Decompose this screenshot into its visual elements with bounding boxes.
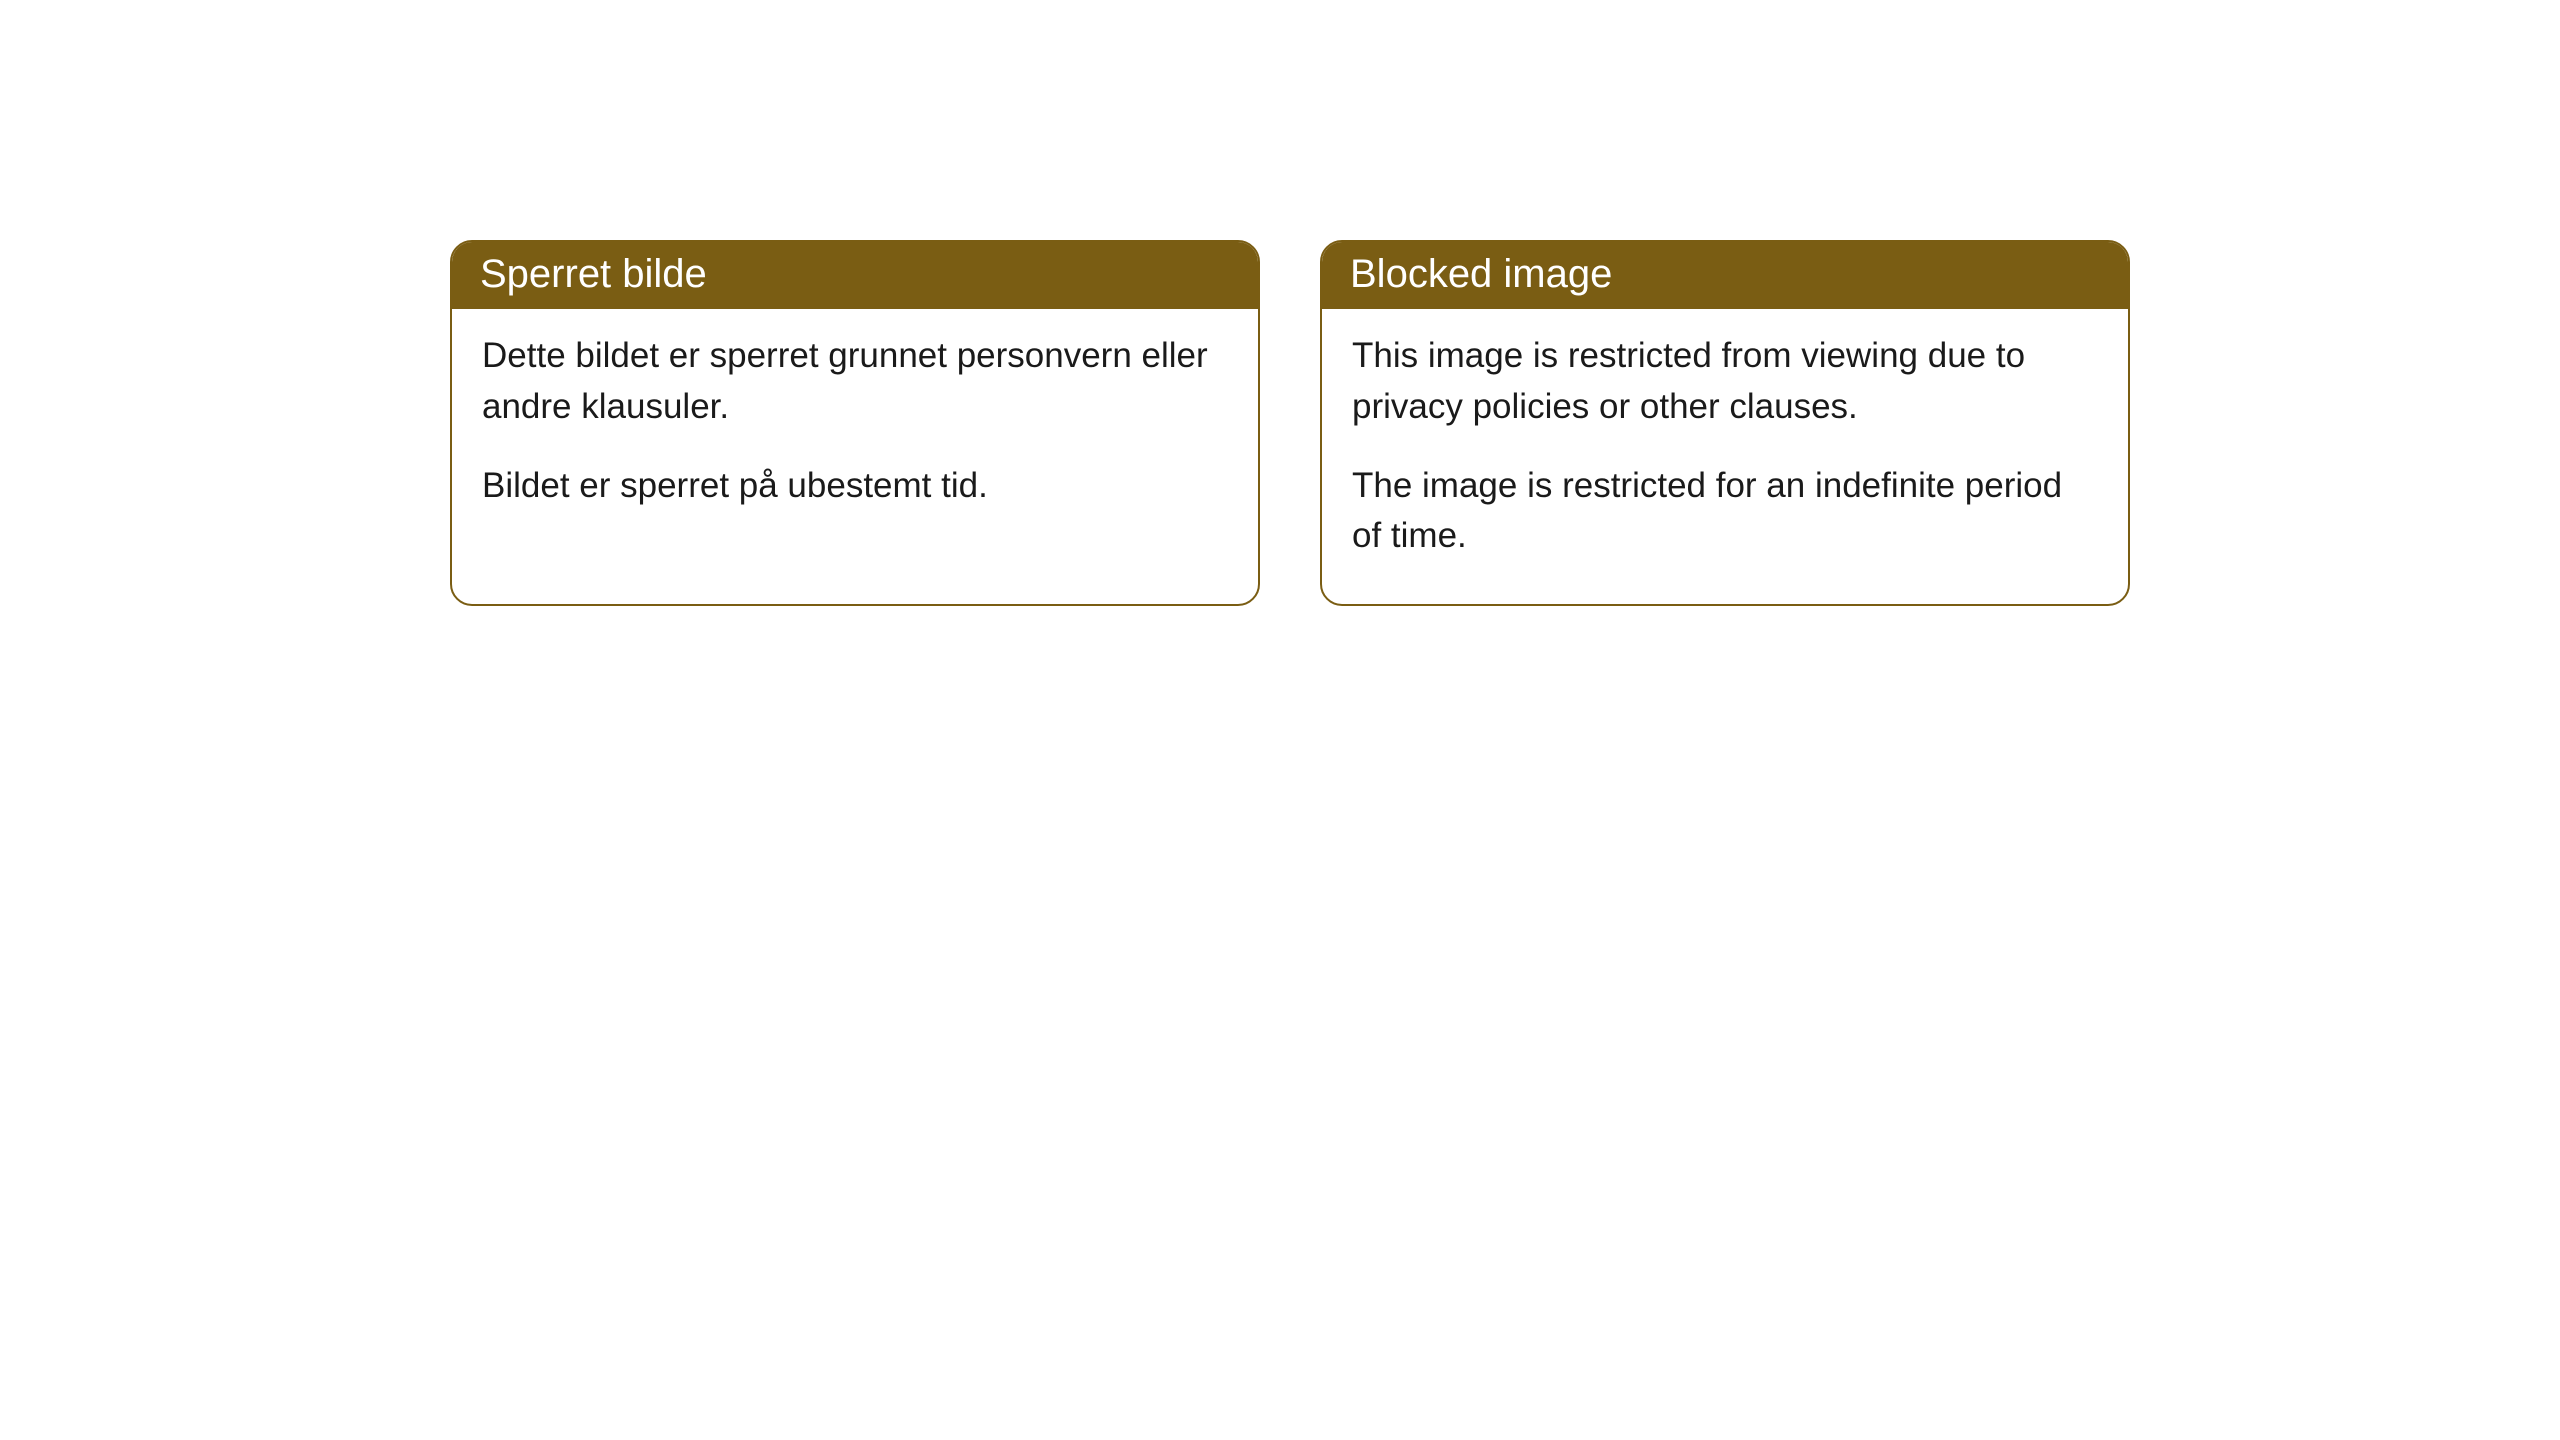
card-body-no: Dette bildet er sperret grunnet personve… xyxy=(452,309,1258,553)
card-body-en: This image is restricted from viewing du… xyxy=(1322,309,2128,604)
card-paragraph-no-1: Dette bildet er sperret grunnet personve… xyxy=(482,331,1228,433)
blocked-image-card-en: Blocked image This image is restricted f… xyxy=(1320,240,2130,606)
card-paragraph-no-2: Bildet er sperret på ubestemt tid. xyxy=(482,461,1228,512)
card-header-en: Blocked image xyxy=(1322,242,2128,309)
card-paragraph-en-1: This image is restricted from viewing du… xyxy=(1352,331,2098,433)
card-title-en: Blocked image xyxy=(1350,252,1612,296)
card-title-no: Sperret bilde xyxy=(480,252,707,296)
card-paragraph-en-2: The image is restricted for an indefinit… xyxy=(1352,461,2098,563)
card-header-no: Sperret bilde xyxy=(452,242,1258,309)
blocked-image-card-no: Sperret bilde Dette bildet er sperret gr… xyxy=(450,240,1260,606)
notice-cards-container: Sperret bilde Dette bildet er sperret gr… xyxy=(450,240,2130,606)
